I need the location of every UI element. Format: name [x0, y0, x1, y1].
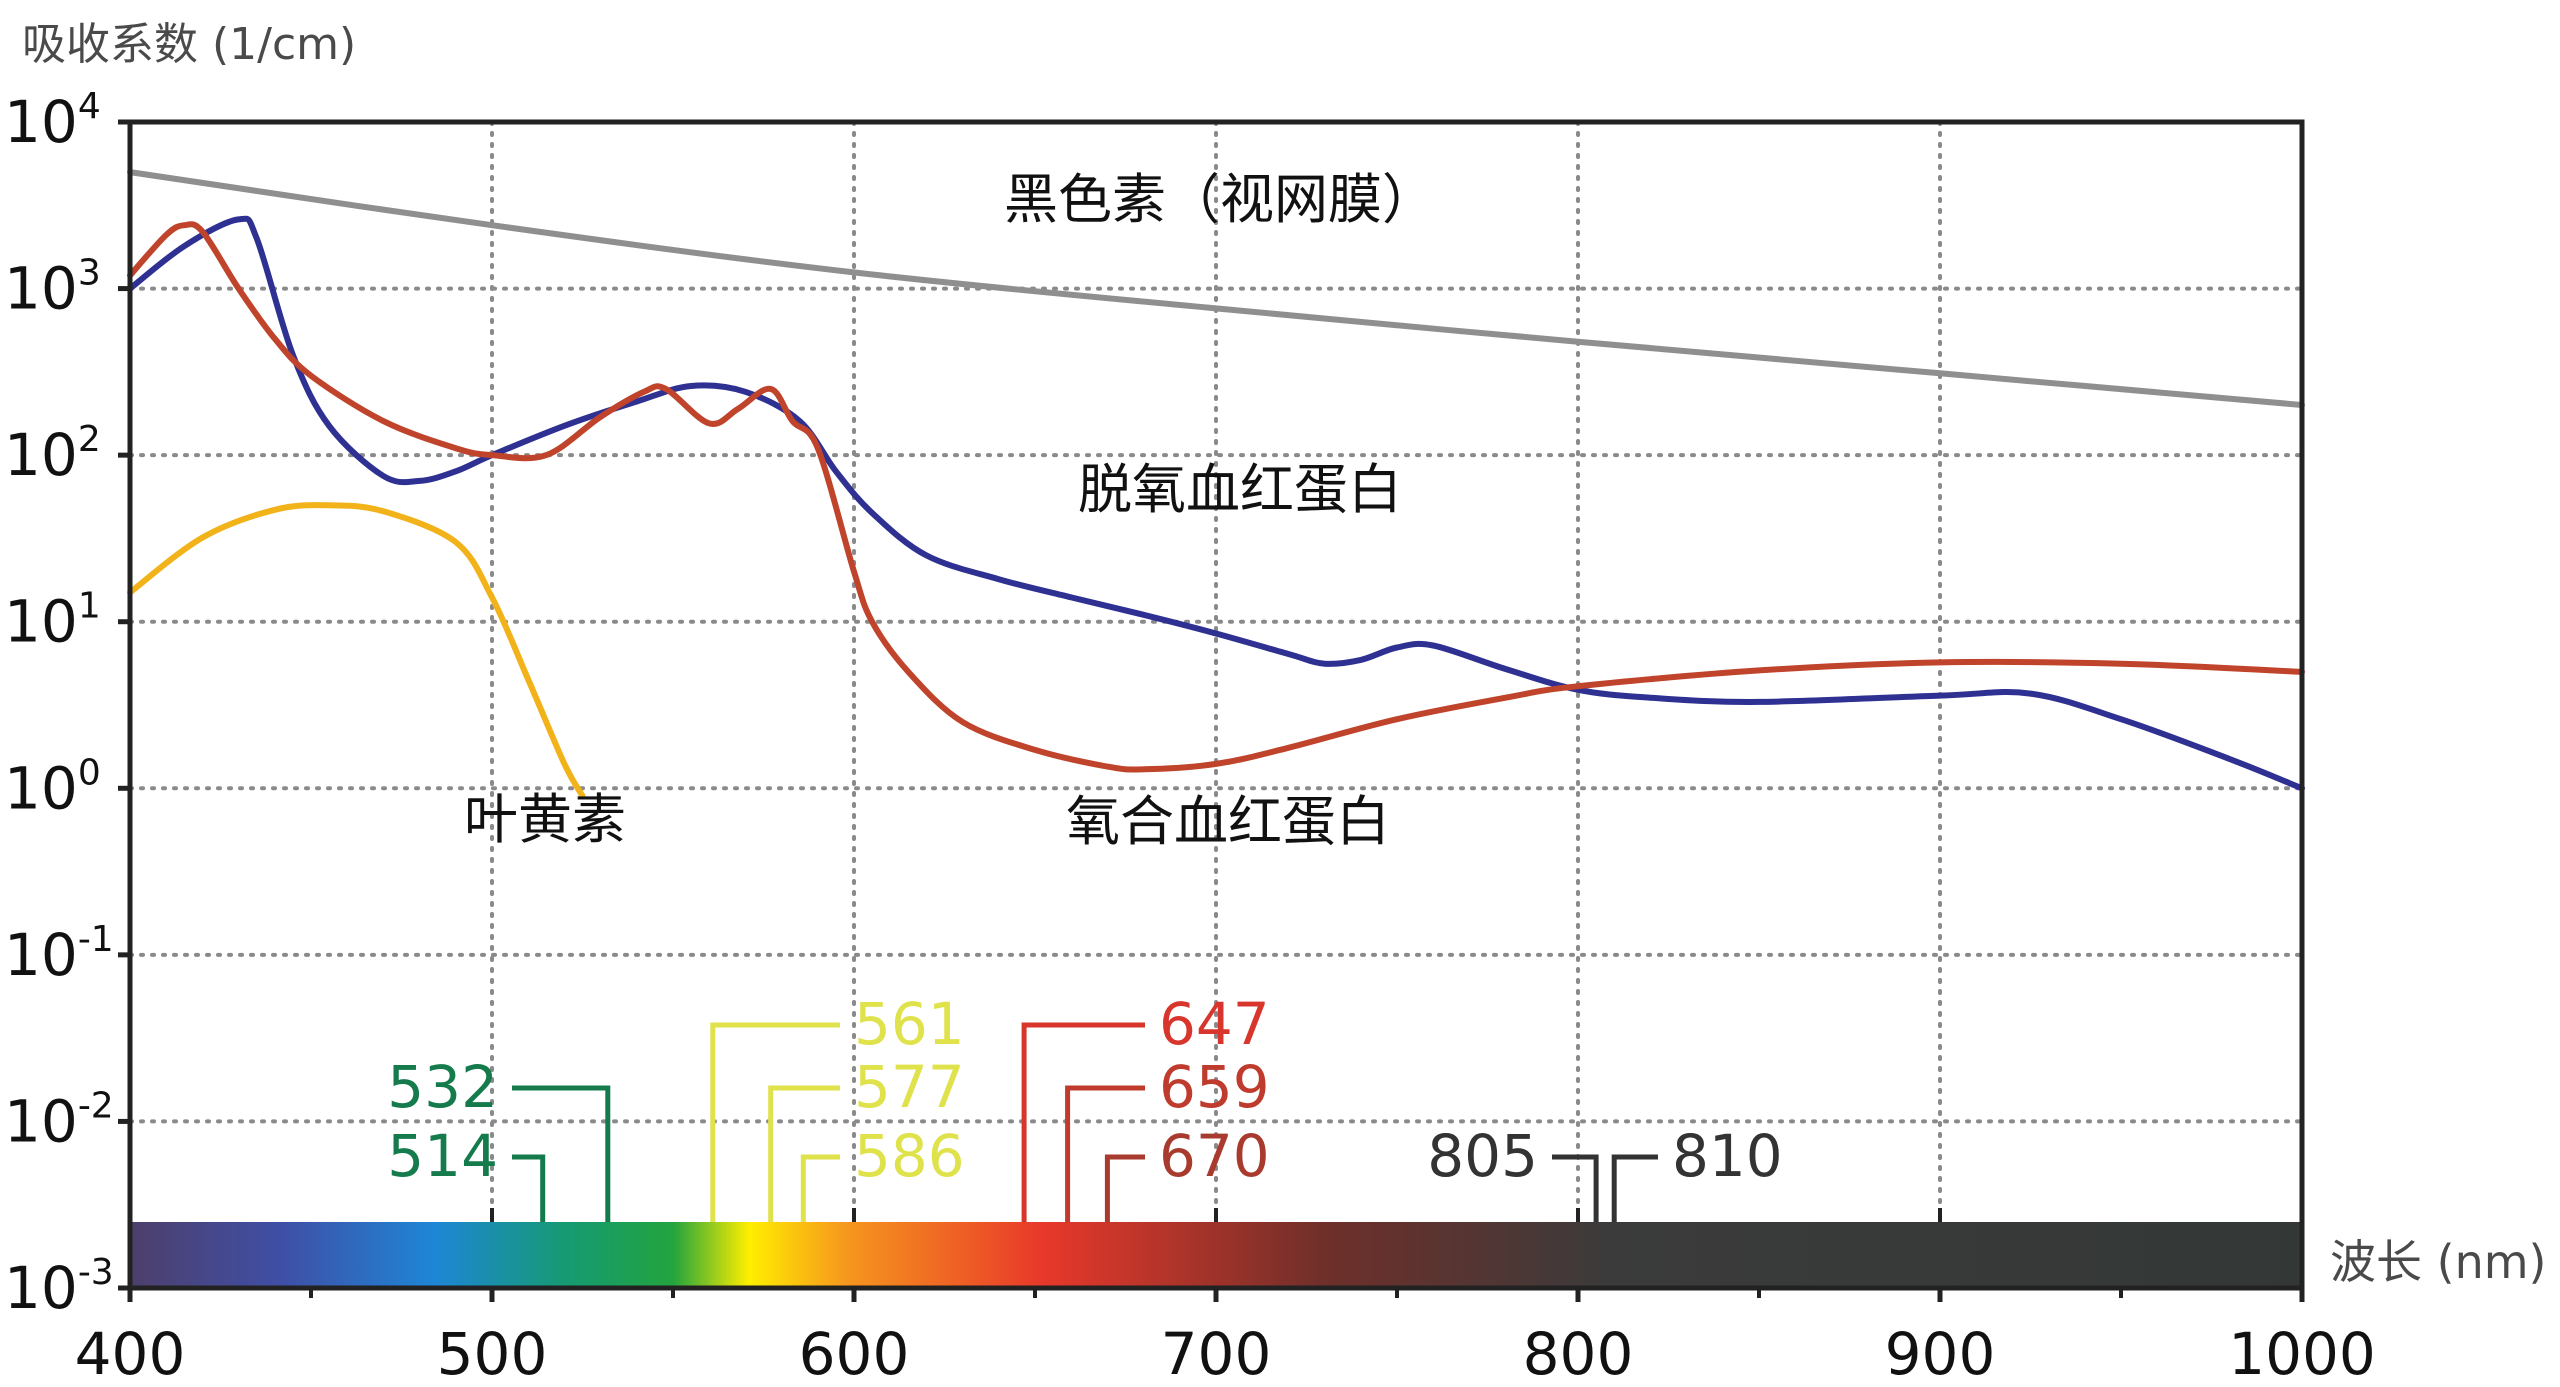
y-tick-label: 10-2	[4, 1085, 114, 1155]
x-axis-title: 波长 (nm)	[2330, 1235, 2547, 1289]
oxyhemoglobin-curve	[127, 221, 2305, 773]
x-tick-label-600: 600	[799, 1320, 910, 1387]
laser-label-659: 659	[1159, 1053, 1270, 1121]
laser-marker-586	[800, 1154, 840, 1222]
axes: 400 500 600 700 800 900 1000 104 103 102 101 100 10-…	[4, 86, 2376, 1387]
laser-marker-514	[512, 1154, 546, 1222]
laser-label-514: 514	[387, 1122, 498, 1190]
laser-label-647: 647	[1159, 990, 1270, 1058]
laser-marker-659	[1065, 1085, 1145, 1222]
laser-marker-532	[512, 1085, 611, 1222]
deoxyhemoglobin-label: 脱氧血红蛋白	[1078, 458, 1402, 521]
lutein-label: 叶黄素	[464, 788, 626, 851]
melanin-curve	[127, 169, 2305, 408]
lutein-curve	[127, 502, 586, 799]
laser-marker-670	[1104, 1154, 1145, 1222]
series-layer	[127, 169, 2305, 799]
spectrum-bar	[130, 1222, 2302, 1288]
x-tick-label-400: 400	[75, 1320, 186, 1387]
laser-label-810: 810	[1672, 1122, 1783, 1190]
y-axis-title: 吸收系数 (1/cm)	[22, 19, 357, 70]
laser-label-577: 577	[854, 1053, 965, 1121]
x-tick-label-800: 800	[1523, 1320, 1634, 1387]
laser-label-670: 670	[1159, 1122, 1270, 1190]
x-tick-label-900: 900	[1885, 1320, 1996, 1387]
y-tick-label: 102	[4, 419, 101, 489]
laser-marker-810	[1611, 1154, 1658, 1222]
grid-lines	[128, 120, 2304, 1290]
y-tick-label: 10-3	[4, 1252, 114, 1322]
y-tick-label: 100	[4, 752, 101, 822]
laser-marker-561	[710, 1022, 840, 1222]
x-tick-label-500: 500	[437, 1320, 548, 1387]
y-tick-label: 101	[4, 586, 101, 656]
y-tick-label: 103	[4, 253, 101, 323]
deoxyhemoglobin-curve	[127, 215, 2305, 792]
laser-label-805: 805	[1427, 1122, 1538, 1190]
oxyhemoglobin-label: 氧合血红蛋白	[1066, 790, 1390, 853]
laser-marker-647	[1021, 1022, 1145, 1222]
melanin-label: 黑色素（视网膜）	[1004, 168, 1436, 231]
spectrum-gradient-bar	[130, 1222, 2302, 1288]
laser-label-532: 532	[387, 1053, 498, 1121]
laser-marker-577	[768, 1085, 840, 1222]
x-tick-label-700: 700	[1161, 1320, 1272, 1387]
laser-marker-805	[1552, 1154, 1599, 1222]
y-tick-label: 10-1	[4, 919, 114, 989]
x-tick-label-1000: 1000	[2228, 1320, 2376, 1387]
y-tick-label: 104	[4, 86, 101, 156]
laser-label-586: 586	[854, 1122, 965, 1190]
laser-label-561: 561	[854, 990, 965, 1058]
